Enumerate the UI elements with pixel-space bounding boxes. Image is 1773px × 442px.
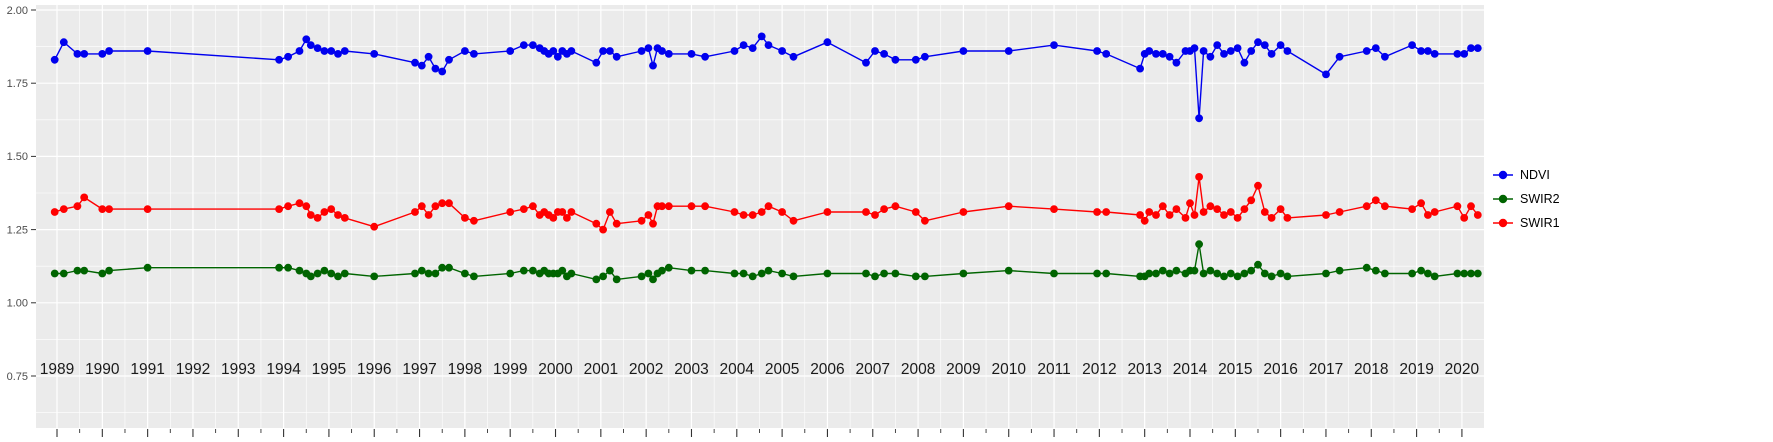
x-tick-label: 2018: [1354, 361, 1388, 378]
legend-item-swir1: SWIR1: [1492, 214, 1560, 231]
plot-panel: [36, 5, 1484, 428]
x-tick-label: 2007: [856, 361, 890, 378]
legend-item-ndvi: NDVI: [1492, 166, 1560, 183]
x-tick-label: 1993: [221, 361, 255, 378]
y-tick-label: 1.00: [7, 298, 28, 310]
legend-key-ndvi-icon: [1493, 170, 1513, 179]
x-tick-label: 1990: [85, 361, 120, 378]
x-tick-label: 1998: [448, 361, 482, 378]
x-tick-label: 1997: [402, 361, 436, 378]
x-tick-label: 1994: [266, 361, 301, 378]
y-axis: 0.75 1.00 1.25 1.50 1.75 2.00: [7, 5, 36, 383]
x-tick-label: 2008: [901, 361, 935, 378]
x-tick-label: 2015: [1218, 361, 1252, 378]
x-tick-label: 2000: [538, 361, 573, 378]
series-swir1: [50, 173, 1482, 234]
series-ndvi: [50, 32, 1482, 123]
x-tick-label: 1999: [493, 361, 527, 378]
x-tick-label: 2005: [765, 361, 799, 378]
legend-key-swir1-icon: [1493, 218, 1513, 227]
x-tick-label: 1996: [357, 361, 391, 378]
x-tick-label: 2017: [1309, 361, 1343, 378]
x-tick-label: 2002: [629, 361, 663, 378]
legend-label: SWIR2: [1520, 191, 1560, 206]
y-tick-label: 1.75: [7, 78, 28, 90]
x-tick-label: 2009: [946, 361, 980, 378]
y-tick-label: 2.00: [7, 5, 28, 17]
x-tick-label: 2006: [810, 361, 844, 378]
x-axis-ticks: [56, 429, 1463, 437]
x-tick-label: 2016: [1263, 361, 1297, 378]
x-tick-label: 2001: [584, 361, 618, 378]
x-tick-label: 2003: [674, 361, 708, 378]
legend-label: NDVI: [1520, 167, 1550, 182]
x-tick-label: 2019: [1399, 361, 1433, 378]
series-swir2: [50, 240, 1482, 284]
x-tick-label: 1991: [130, 361, 164, 378]
legend-key-swir2-icon: [1493, 194, 1513, 203]
x-tick-label: 1995: [312, 361, 346, 378]
x-tick-label: 1989: [40, 361, 74, 378]
x-tick-label: 1992: [176, 361, 210, 378]
y-tick-label: 1.25: [7, 224, 28, 236]
legend-label: SWIR1: [1520, 215, 1560, 230]
x-axis-labels: 1989 1990 1991 1992 1993 1994 1995 1996 1997 1998…: [40, 361, 1480, 378]
x-tick-label: 2004: [720, 361, 755, 378]
x-tick-label: 2011: [1037, 361, 1070, 378]
x-tick-label: 2012: [1082, 361, 1116, 378]
legend: NDVI SWIR2 SWIR1: [1492, 166, 1560, 231]
x-tick-label: 2013: [1127, 361, 1161, 378]
x-tick-label: 2010: [991, 361, 1026, 378]
legend-item-swir2: SWIR2: [1492, 190, 1560, 207]
y-tick-label: 0.75: [7, 371, 28, 383]
x-tick-label: 2020: [1445, 361, 1480, 378]
y-tick-label: 1.50: [7, 151, 28, 163]
x-tick-label: 2014: [1173, 361, 1208, 378]
